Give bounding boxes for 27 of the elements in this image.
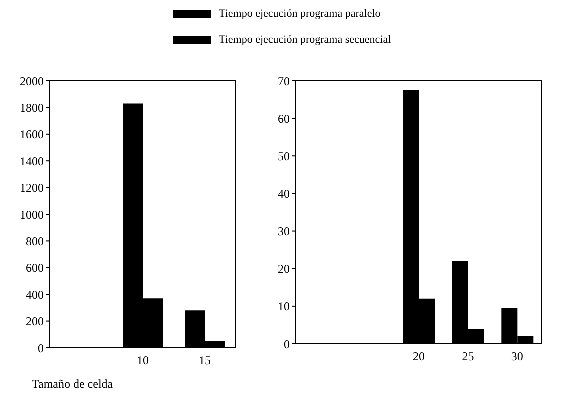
y-tick-label: 0	[284, 337, 290, 352]
y-tick-label: 600	[26, 261, 44, 276]
y-tick-label: 800	[26, 234, 44, 248]
x-axis-title: Tamaño de celda	[32, 377, 114, 391]
y-tick-label: 1800	[20, 100, 44, 115]
x-tick-label: 25	[462, 350, 474, 364]
y-tick-label: 30	[278, 224, 290, 239]
y-tick-label: 60	[278, 112, 290, 126]
x-tick-label: 10	[137, 354, 149, 368]
y-tick-label: 1200	[20, 181, 44, 196]
y-tick-label: 1600	[20, 128, 44, 142]
y-tick-label: 0	[38, 341, 44, 356]
y-tick-label: 40	[278, 186, 290, 201]
y-tick-label: 400	[26, 288, 44, 302]
y-tick-label: 20	[278, 262, 290, 276]
x-tick-label: 20	[413, 350, 425, 364]
y-tick-label: 1400	[20, 154, 44, 168]
y-tick-label: 1000	[20, 208, 44, 222]
legend-label: Tiempo ejecución programa paralelo	[219, 8, 381, 20]
y-tick-label: 200	[26, 314, 44, 329]
y-tick-label: 2000	[20, 74, 44, 88]
y-tick-label: 10	[278, 300, 290, 314]
x-tick-label: 30	[511, 350, 524, 364]
y-tick-label: 70	[278, 74, 290, 88]
x-tick-label: 15	[199, 354, 211, 368]
legend-label: Tiempo ejecución programa secuencial	[219, 34, 392, 46]
y-tick-label: 50	[278, 149, 290, 164]
